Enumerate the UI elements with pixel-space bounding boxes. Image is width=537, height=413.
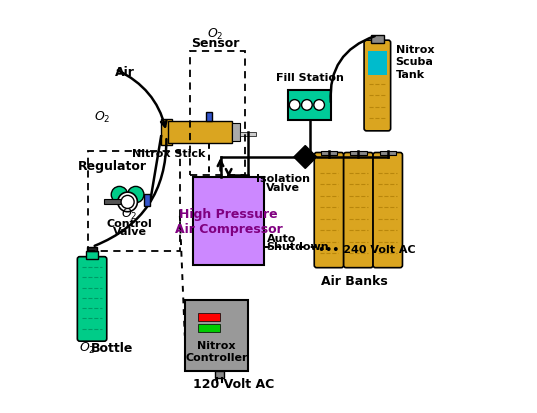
Text: Nitrox: Nitrox — [396, 45, 434, 55]
Bar — [350, 152, 367, 156]
Bar — [190, 52, 245, 176]
Bar — [380, 152, 396, 156]
Polygon shape — [294, 146, 317, 169]
Circle shape — [128, 187, 144, 203]
Bar — [368, 52, 387, 76]
Text: Nitrox
Controller: Nitrox Controller — [185, 340, 248, 362]
Text: $O_2$: $O_2$ — [121, 206, 138, 222]
Bar — [169, 122, 232, 143]
Text: Air: Air — [115, 66, 135, 78]
Circle shape — [118, 192, 137, 212]
FancyBboxPatch shape — [344, 153, 373, 268]
Text: Sensor: Sensor — [191, 37, 240, 50]
Bar — [161, 120, 172, 146]
Circle shape — [314, 100, 324, 111]
Text: Control: Control — [107, 218, 153, 228]
Circle shape — [111, 187, 128, 203]
Text: ••• 240 Volt AC: ••• 240 Volt AC — [318, 244, 416, 254]
Text: $O_2$: $O_2$ — [93, 109, 110, 124]
Circle shape — [121, 196, 134, 209]
Text: Air Banks: Air Banks — [321, 274, 388, 287]
Text: Nitrox Stick: Nitrox Stick — [132, 149, 205, 159]
Bar — [240, 133, 256, 137]
FancyBboxPatch shape — [373, 153, 402, 268]
Bar — [215, 371, 223, 378]
FancyBboxPatch shape — [364, 41, 390, 131]
Bar — [288, 90, 331, 121]
Bar — [232, 124, 240, 141]
Bar — [321, 152, 337, 156]
Text: Tank: Tank — [396, 70, 425, 80]
Bar — [88, 152, 180, 252]
Text: Shutdown: Shutdown — [266, 241, 329, 251]
Text: Auto: Auto — [266, 233, 296, 243]
Bar — [185, 300, 248, 372]
FancyBboxPatch shape — [314, 153, 344, 268]
Bar — [86, 252, 98, 259]
Bar — [87, 247, 97, 252]
Bar — [206, 113, 212, 122]
Text: Scuba: Scuba — [396, 57, 433, 67]
Text: Fill Station: Fill Station — [275, 73, 344, 83]
Bar — [104, 200, 127, 205]
Bar — [198, 324, 220, 332]
Text: Bottle: Bottle — [91, 341, 133, 354]
Text: Valve: Valve — [113, 227, 147, 237]
Circle shape — [289, 100, 300, 111]
Text: High Pressure
Air Compressor: High Pressure Air Compressor — [175, 208, 282, 236]
Text: $O_2$: $O_2$ — [207, 27, 223, 42]
Bar — [193, 178, 264, 266]
Bar — [144, 194, 150, 206]
FancyBboxPatch shape — [77, 257, 107, 342]
Bar — [198, 313, 220, 321]
Text: Regulator: Regulator — [77, 160, 147, 173]
Circle shape — [302, 100, 312, 111]
Text: Valve: Valve — [266, 183, 300, 193]
Text: Isolation: Isolation — [256, 174, 310, 184]
Text: 120 Volt AC: 120 Volt AC — [193, 377, 274, 389]
Text: $O_2$: $O_2$ — [78, 340, 95, 355]
Bar — [371, 36, 384, 43]
